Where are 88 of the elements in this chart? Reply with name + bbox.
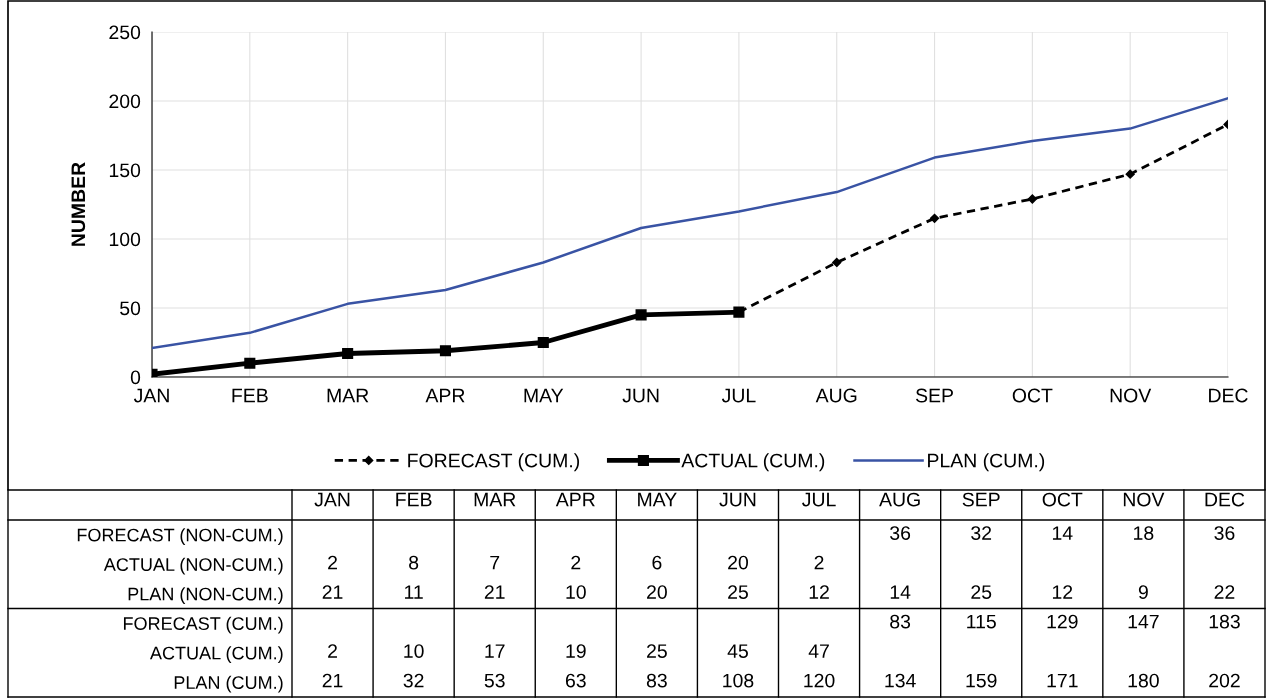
data-label: 32 bbox=[971, 526, 992, 540]
x-tick-label: MAY bbox=[638, 492, 677, 507]
data-label: 159 bbox=[966, 673, 997, 688]
x-tick-label: JUL bbox=[721, 388, 756, 403]
data-label: 115 bbox=[967, 614, 996, 629]
data-label: 53 bbox=[484, 673, 505, 688]
data-label: 25 bbox=[728, 585, 748, 599]
x-tick-label: DEC bbox=[1209, 388, 1248, 403]
data-label: 134 bbox=[885, 673, 916, 688]
y-tick-label: ACTUAL (NON-CUM.) bbox=[103, 557, 283, 575]
legend-label: ACTUAL (CUM.) bbox=[681, 453, 825, 472]
x-tick-label: JUN bbox=[719, 492, 756, 507]
data-label: 9 bbox=[1138, 585, 1148, 599]
data-label: 12 bbox=[809, 585, 829, 599]
data-label: 180 bbox=[1128, 673, 1159, 688]
x-tick-label: FEB bbox=[232, 388, 268, 403]
y-tick-label: 50 bbox=[120, 301, 141, 316]
data-label: 2 bbox=[814, 555, 824, 570]
data-label: 12 bbox=[1052, 585, 1073, 599]
x-tick-label: APR bbox=[555, 492, 595, 507]
y-tick-label: ACTUAL (CUM.) bbox=[149, 646, 283, 664]
data-label: 25 bbox=[647, 644, 667, 658]
x-tick-label: SEP bbox=[962, 492, 1000, 507]
data-label: 83 bbox=[890, 614, 911, 629]
data-label: 63 bbox=[565, 673, 586, 688]
y-tick-label: 200 bbox=[109, 94, 141, 109]
data-label: 45 bbox=[727, 644, 748, 658]
data-label: 10 bbox=[566, 585, 586, 599]
y-axis-title: NUMBER bbox=[71, 162, 86, 246]
x-tick-label: NOV bbox=[1110, 388, 1152, 403]
y-tick-label: FORECAST (CUM.) bbox=[123, 616, 283, 634]
data-label: 21 bbox=[322, 585, 343, 599]
legend-label: FORECAST (CUM.) bbox=[408, 453, 580, 472]
data-label: 25 bbox=[971, 585, 992, 599]
x-tick-label: JUN bbox=[622, 388, 659, 403]
data-label: 17 bbox=[485, 644, 505, 658]
data-label: 14 bbox=[1052, 526, 1073, 540]
y-tick-label: 100 bbox=[109, 232, 141, 247]
data-label: 22 bbox=[1214, 585, 1235, 599]
x-tick-label: OCT bbox=[1012, 388, 1053, 403]
x-tick-label: MAY bbox=[524, 388, 564, 403]
x-tick-label: OCT bbox=[1042, 492, 1083, 507]
y-tick-label: 250 bbox=[109, 25, 141, 40]
data-label: 6 bbox=[652, 555, 662, 570]
data-label: 21 bbox=[322, 673, 343, 688]
x-tick-label: MAR bbox=[474, 492, 516, 507]
data-label: 14 bbox=[890, 585, 911, 599]
x-tick-label: JAN bbox=[133, 388, 169, 403]
x-tick-label: FEB bbox=[396, 492, 432, 507]
data-label: 7 bbox=[490, 555, 500, 570]
data-label: 20 bbox=[728, 555, 749, 570]
data-label: 18 bbox=[1134, 526, 1154, 540]
x-tick-label: MAR bbox=[327, 388, 369, 403]
data-label: 120 bbox=[804, 673, 835, 688]
data-label: 36 bbox=[1214, 526, 1235, 540]
x-tick-label: NOV bbox=[1123, 492, 1165, 507]
data-label: 10 bbox=[404, 644, 424, 658]
y-tick-label: FORECAST (NON-CUM.) bbox=[77, 528, 283, 546]
data-label: 2 bbox=[328, 555, 337, 570]
x-tick-label: AUG bbox=[879, 492, 920, 507]
data-label: 83 bbox=[646, 673, 667, 688]
data-label: 8 bbox=[409, 555, 419, 570]
data-label: 129 bbox=[1047, 614, 1078, 629]
data-label: 19 bbox=[566, 644, 586, 658]
data-label: 21 bbox=[484, 585, 505, 599]
data-label: 32 bbox=[403, 673, 424, 688]
data-label: 183 bbox=[1209, 614, 1240, 629]
legend-label: PLAN (CUM.) bbox=[928, 453, 1045, 472]
x-tick-label: APR bbox=[425, 388, 465, 403]
data-label: 202 bbox=[1209, 673, 1240, 688]
data-label: 20 bbox=[647, 585, 667, 599]
data-label: 2 bbox=[328, 644, 337, 658]
data-label: 171 bbox=[1047, 673, 1078, 688]
x-tick-label: SEP bbox=[915, 388, 953, 403]
data-label: 47 bbox=[808, 644, 829, 658]
data-label: 108 bbox=[723, 673, 754, 688]
x-tick-label: AUG bbox=[815, 388, 857, 403]
x-tick-label: JAN bbox=[314, 492, 350, 507]
data-label: 11 bbox=[405, 585, 423, 599]
data-label: 147 bbox=[1128, 614, 1159, 629]
y-tick-label: PLAN (CUM.) bbox=[174, 675, 283, 693]
x-tick-label: DEC bbox=[1205, 492, 1245, 507]
data-label: 2 bbox=[571, 555, 581, 570]
y-tick-label: 150 bbox=[109, 163, 141, 178]
y-tick-label: 0 bbox=[130, 370, 141, 385]
data-label: 36 bbox=[890, 526, 911, 540]
y-tick-label: PLAN (NON-CUM.) bbox=[128, 587, 283, 605]
x-tick-label: JUL bbox=[802, 492, 836, 507]
